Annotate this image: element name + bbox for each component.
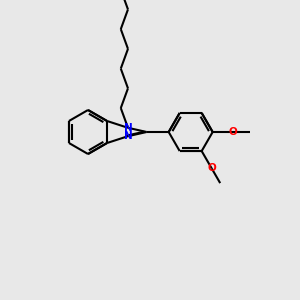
Text: N: N	[124, 131, 132, 141]
Text: O: O	[207, 164, 216, 173]
Text: O: O	[228, 127, 237, 137]
Text: N: N	[124, 123, 132, 133]
